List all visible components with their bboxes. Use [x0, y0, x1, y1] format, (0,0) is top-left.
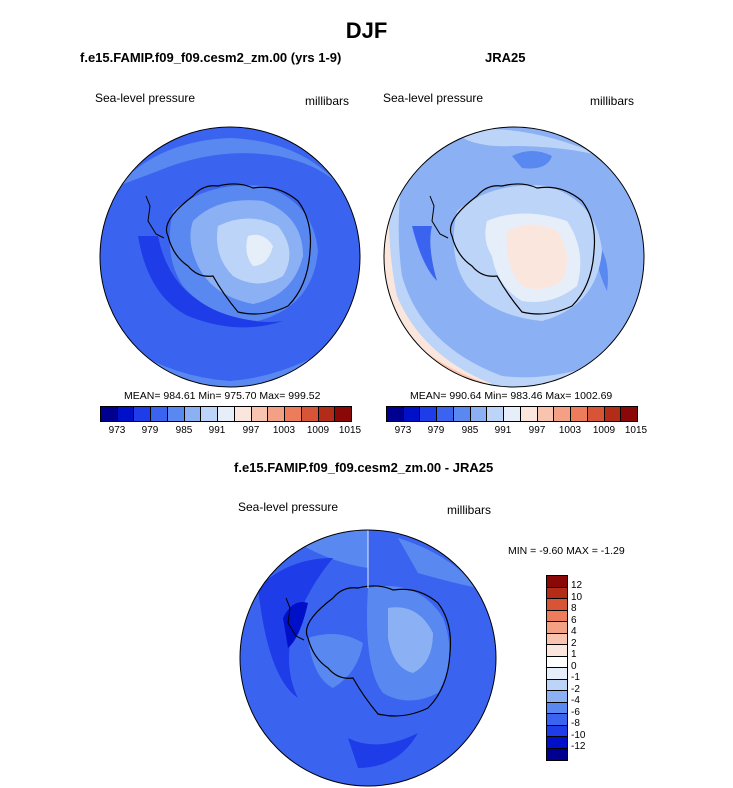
tick: -2 — [571, 683, 580, 695]
tick: 985 — [461, 425, 479, 436]
model-variable-label: Sea-level pressure — [95, 91, 196, 105]
obs-units-label: millibars — [590, 94, 635, 108]
tick: 1015 — [338, 425, 362, 436]
tick: 1 — [571, 649, 577, 660]
tick: 1003 — [558, 425, 582, 436]
tick: 2 — [571, 637, 577, 649]
model-polar-map — [99, 126, 361, 388]
tick: 1009 — [306, 425, 330, 436]
diff-colorbar-ticks: 12 10 8 6 4 2 1 0 -1 -2 -4 -6 -8 -10 -12 — [571, 580, 611, 770]
tick: 0 — [571, 660, 577, 672]
tick: 973 — [108, 425, 126, 436]
model-colorbar — [100, 406, 352, 422]
tick: 12 — [571, 580, 583, 591]
tick: 979 — [427, 425, 445, 436]
tick: 979 — [141, 425, 159, 436]
tick: 997 — [242, 425, 260, 436]
diff-panel-title: f.e15.FAMIP.f09_f09.cesm2_zm.00 - JRA25 — [234, 460, 494, 475]
model-colorbar-ticks: 973 979 985 991 997 1003 1009 1015 — [100, 425, 361, 437]
tick: 985 — [175, 425, 193, 436]
diff-units-label: millibars — [447, 503, 492, 517]
diff-variable-label: Sea-level pressure — [238, 500, 339, 514]
tick: -6 — [571, 706, 580, 718]
diff-polar-map — [239, 529, 497, 787]
tick: -4 — [571, 695, 580, 706]
tick: 4 — [571, 626, 577, 637]
tick: 1009 — [592, 425, 616, 436]
tick: -8 — [571, 718, 580, 729]
tick: 1003 — [272, 425, 296, 436]
tick: 6 — [571, 614, 577, 626]
obs-stats: MEAN= 990.64 Min= 983.46 Max= 1002.69 — [410, 390, 613, 402]
tick: 973 — [394, 425, 412, 436]
obs-polar-map — [383, 126, 645, 388]
obs-colorbar — [386, 406, 638, 422]
obs-panel-title: JRA25 — [485, 50, 526, 65]
tick: -12 — [571, 741, 586, 752]
obs-colorbar-ticks: 973 979 985 991 997 1003 1009 1015 — [386, 425, 647, 437]
diff-colorbar — [546, 575, 568, 761]
diff-stats: MIN = -9.60 MAX = -1.29 — [508, 545, 625, 557]
tick: 10 — [571, 591, 583, 603]
tick: 8 — [571, 603, 577, 614]
tick: -10 — [571, 729, 586, 741]
model-panel-title: f.e15.FAMIP.f09_f09.cesm2_zm.00 (yrs 1-9… — [80, 50, 342, 65]
model-units-label: millibars — [305, 94, 350, 108]
obs-variable-label: Sea-level pressure — [383, 91, 484, 105]
figure-title: DJF — [345, 18, 388, 43]
tick: 1015 — [624, 425, 648, 436]
model-stats: MEAN= 984.61 Min= 975.70 Max= 999.52 — [124, 390, 321, 402]
tick: 991 — [494, 425, 512, 436]
tick: 997 — [528, 425, 546, 436]
tick: 991 — [208, 425, 226, 436]
tick: -1 — [571, 672, 580, 683]
